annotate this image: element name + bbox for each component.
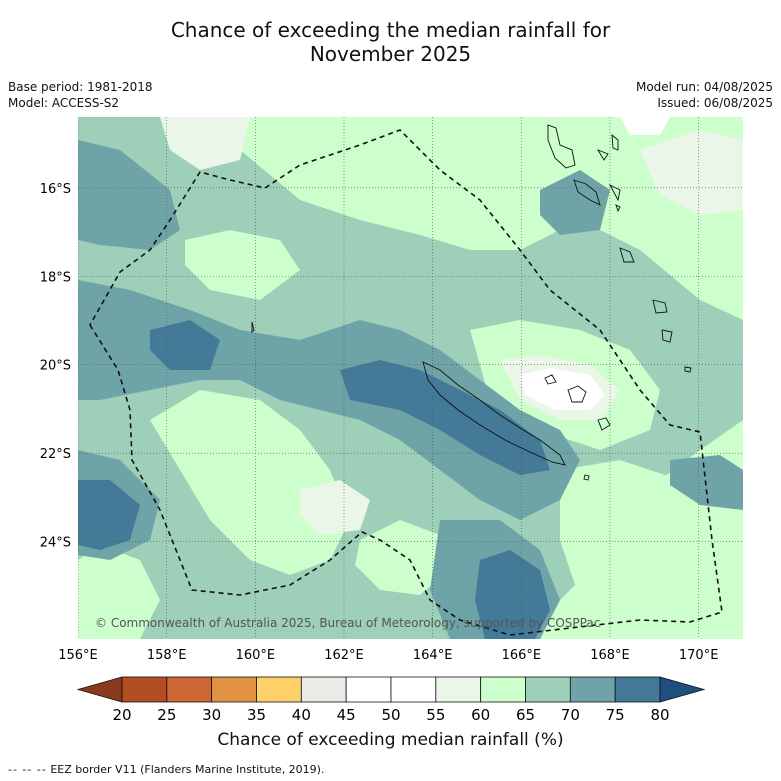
colorbar-swatch xyxy=(614,676,661,703)
colorbar-swatch xyxy=(480,676,526,703)
eez-border xyxy=(89,129,723,636)
new-caledonia-coast xyxy=(422,361,566,466)
colorbar-tick-label: 75 xyxy=(606,706,625,724)
colorbar-swatch xyxy=(435,676,482,703)
loyalty-islands-coast xyxy=(544,374,611,431)
colorbar-tick-label: 60 xyxy=(471,706,490,724)
band-55-60-north xyxy=(160,117,250,170)
colorbar-low-extension xyxy=(76,676,123,703)
probability-field: © Commonwealth of Australia 2025, Bureau… xyxy=(78,117,743,639)
longitude-tick-label: 168°E xyxy=(590,648,630,663)
gridlines xyxy=(78,117,743,639)
copyright-text: © Commonwealth of Australia 2025, Bureau… xyxy=(95,616,600,630)
latitude-tick-label: 24°S xyxy=(40,536,71,551)
meta-right: Model run: 04/08/2025 Issued: 06/08/2025 xyxy=(636,79,773,111)
issued-text: Issued: 06/08/2025 xyxy=(657,96,773,110)
small-islets-coast xyxy=(251,204,621,481)
colorbar-swatch xyxy=(569,676,616,703)
latitude-tick-labels: 16°S 18°S 20°S 22°S 24°S xyxy=(40,182,71,551)
vanuatu-coast xyxy=(547,124,692,373)
colorbar-swatch xyxy=(345,676,392,703)
longitude-tick-label: 170°E xyxy=(679,648,719,663)
base-period-text: Base period: 1981-2018 xyxy=(8,80,153,94)
colorbar-tick-label: 80 xyxy=(650,706,669,724)
colorbar-label: Chance of exceeding median rainfall (%) xyxy=(217,730,564,750)
colorbar-swatch xyxy=(390,676,437,703)
longitude-tick-labels: 156°E 158°E 160°E 162°E 164°E 166°E 168°E 170°E xyxy=(58,648,718,663)
band-60-65-patch-centre xyxy=(150,390,350,575)
colorbar-tick-label: 25 xyxy=(157,706,176,724)
longitude-tick-label: 158°E xyxy=(147,648,187,663)
colorbar-tick-label: 65 xyxy=(516,706,535,724)
band-70-75-west xyxy=(78,140,180,250)
colorbar-swatch xyxy=(211,676,257,703)
band-50-55-northeast xyxy=(620,117,670,135)
title-line-1: Chance of exceeding the median rainfall … xyxy=(170,18,611,42)
band-70-75-northeast xyxy=(540,170,610,235)
band-60-65-patch-southwest xyxy=(78,545,160,639)
band-75-80-southwest xyxy=(78,480,140,550)
title-line-2: November 2025 xyxy=(309,42,472,66)
colorbar-tick-label: 55 xyxy=(426,706,445,724)
colorbar-high-extension xyxy=(659,676,706,703)
colorbar-tick-label: 40 xyxy=(292,706,311,724)
band-55-60-centre xyxy=(300,480,370,535)
latitude-tick-label: 22°S xyxy=(40,447,71,462)
longitude-tick-label: 160°E xyxy=(236,648,276,663)
band-55-60-northeast xyxy=(640,130,743,215)
band-75-80-west xyxy=(150,320,220,370)
eez-dash-legend: -- -- -- xyxy=(8,763,47,776)
latitude-tick-label: 16°S xyxy=(40,182,71,197)
colorbar-tick-label: 30 xyxy=(202,706,221,724)
colorbar-swatch xyxy=(256,676,302,703)
colorbar-tick-label: 50 xyxy=(381,706,400,724)
meta-left: Base period: 1981-2018 Model: ACCESS-S2 xyxy=(8,79,153,111)
footer-note: -- -- -- EEZ border V11 (Flanders Marine… xyxy=(8,763,324,776)
colorbar-swatch xyxy=(121,676,168,703)
band-75-80-south xyxy=(475,550,550,639)
colorbar-tick-label: 35 xyxy=(247,706,266,724)
colorbar-tick-label: 45 xyxy=(337,706,356,724)
model-run-text: Model run: 04/08/2025 xyxy=(635,80,773,94)
eez-legend-text: EEZ border V11 (Flanders Marine Institut… xyxy=(50,763,325,776)
latitude-tick-label: 18°S xyxy=(40,270,71,285)
band-75-80-central xyxy=(340,360,550,475)
longitude-tick-label: 166°E xyxy=(502,648,542,663)
coastlines xyxy=(251,124,692,481)
colorbar-tick-label: 70 xyxy=(561,706,580,724)
band-50-55-east xyxy=(520,368,605,410)
band-60-65-patch-west xyxy=(185,230,300,300)
band-60-65-patch-southeast xyxy=(560,460,743,639)
map-title: Chance of exceeding the median rainfall … xyxy=(0,18,781,66)
colorbar: 20 25 30 35 40 45 50 55 60 65 70 75 80 xyxy=(76,676,706,724)
model-text: Model: ACCESS-S2 xyxy=(8,96,120,110)
colorbar-swatch xyxy=(300,676,347,703)
longitude-tick-label: 164°E xyxy=(413,648,453,663)
colorbar-swatch xyxy=(166,676,213,703)
latitude-tick-label: 20°S xyxy=(40,359,71,374)
longitude-tick-label: 156°E xyxy=(58,648,98,663)
colorbar-swatch xyxy=(525,676,571,703)
band-70-75-east xyxy=(670,455,743,510)
colorbar-tick-label: 20 xyxy=(112,706,131,724)
longitude-tick-label: 162°E xyxy=(324,648,364,663)
